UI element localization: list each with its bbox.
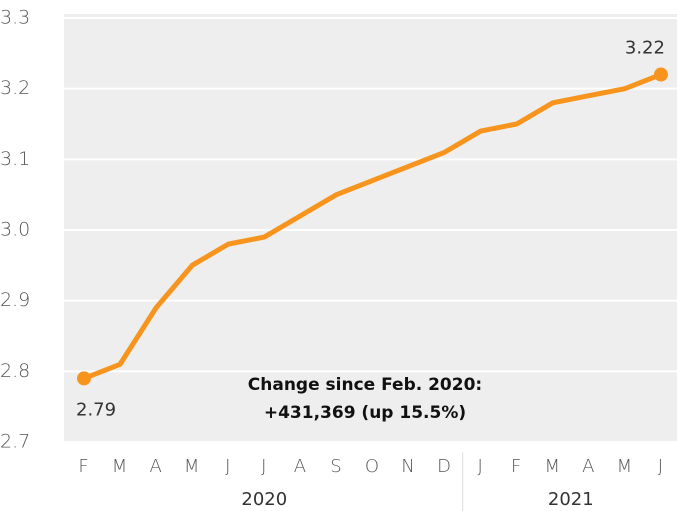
x-tick-label: J [225,456,231,477]
x-tick-label: M [184,456,201,477]
data-label: 2.79 [76,399,116,420]
x-tick-label: F [511,456,522,477]
x-tick-label: O [365,456,380,477]
x-tick-label: F [78,456,89,477]
x-tick-label: M [112,456,129,477]
x-tick-label: S [330,456,342,477]
x-tick-label: M [617,456,634,477]
end-marker [77,371,91,386]
line [81,72,664,381]
y-tick-label: 2.7 [0,431,30,453]
x-tick-label: N [401,456,415,477]
y-tick-label: 2.9 [0,289,30,311]
end-marker [653,67,668,82]
x-tick-label: A [294,456,307,477]
x-tick-label: J [478,456,484,477]
annotation: +431,369 (up 15.5%) [264,403,466,423]
x-group-label: 2021 [548,489,594,510]
y-tick-label: 3.1 [0,148,30,170]
y-tick-label: 3.2 [0,77,30,99]
data-label: 3.22 [625,38,665,59]
y-tick-label: 3.3 [0,7,30,29]
y-tick-label: 2.8 [0,360,30,382]
x-tick-label: M [545,456,562,477]
x-group-label: 2020 [241,489,287,510]
x-tick-label: D [437,456,452,477]
x-tick-label: J [261,456,267,477]
x-tick-label: J [658,456,664,477]
x-tick-label: A [582,456,595,477]
x-tick-label: A [149,456,162,477]
y-tick-label: 3.0 [0,219,30,241]
annotation: Change since Feb. 2020: [248,375,482,395]
